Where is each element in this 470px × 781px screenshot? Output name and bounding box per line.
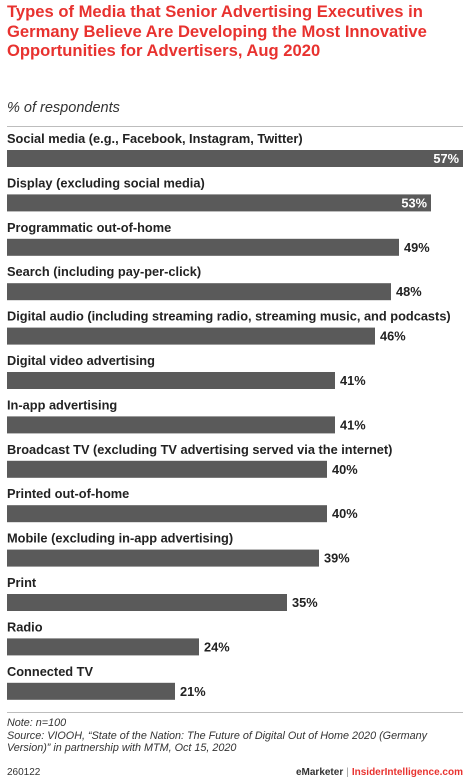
category-label: Broadcast TV (excluding TV advertising s…	[7, 442, 392, 457]
brand-footer: eMarketer | InsiderIntelligence.com	[296, 767, 463, 778]
bar-row: In-app advertising 41%	[7, 397, 366, 434]
category-label: Programmatic out-of-home	[7, 220, 171, 235]
category-label: Digital video advertising	[7, 353, 155, 368]
brand-separator: |	[346, 767, 349, 778]
category-label: Print	[7, 575, 37, 590]
chart-notes: Note: n=100 Source: VIOOH, “State of the…	[7, 717, 463, 755]
note-text: Note: n=100	[7, 717, 67, 729]
bar	[7, 194, 431, 212]
category-label: Radio	[7, 619, 43, 634]
bar	[7, 283, 391, 301]
bar-row: Print 35%	[7, 575, 318, 611]
bar-chart: Social media (e.g., Facebook, Instagram,…	[7, 131, 463, 700]
top-divider	[7, 126, 463, 127]
bar	[7, 505, 327, 523]
value-label: 35%	[292, 595, 318, 610]
bar-row: Social media (e.g., Facebook, Instagram,…	[7, 131, 463, 167]
bar	[7, 682, 175, 700]
bar-row: Printed out-of-home 40%	[7, 486, 358, 523]
value-label: 57%	[433, 151, 459, 166]
value-label: 49%	[404, 240, 430, 255]
bar-row: Display (excluding social media) 53%	[7, 175, 431, 212]
chart-title: Types of Media that Senior Advertising E…	[7, 2, 427, 60]
value-label: 46%	[380, 329, 406, 344]
bar-row: Broadcast TV (excluding TV advertising s…	[7, 442, 392, 478]
value-label: 41%	[340, 373, 366, 388]
category-label: In-app advertising	[7, 397, 117, 412]
bar	[7, 594, 287, 611]
bar-row: Digital audio (including streaming radio…	[7, 309, 451, 345]
bar-row: Search (including pay-per-click) 48%	[7, 264, 422, 301]
value-label: 53%	[401, 195, 427, 210]
bar-row: Radio 24%	[7, 619, 230, 656]
category-label: Mobile (excluding in-app advertising)	[7, 531, 233, 546]
category-label: Connected TV	[7, 664, 93, 679]
brand-emarketer: eMarketer	[295, 767, 344, 778]
value-label: 48%	[396, 284, 422, 299]
value-label: 24%	[204, 639, 230, 654]
bar-row: Connected TV 21%	[7, 664, 206, 700]
source-text: Source: VIOOH, “State of the Nation: The…	[7, 729, 428, 755]
category-label: Display (excluding social media)	[7, 175, 205, 190]
bar-row: Digital video advertising 41%	[7, 353, 366, 389]
brand-insider-intelligence: InsiderIntelligence.com	[351, 767, 463, 778]
bar	[7, 460, 327, 478]
bar	[7, 327, 375, 345]
bar	[7, 238, 399, 256]
chart-id: 260122	[7, 767, 41, 778]
value-label: 21%	[180, 684, 206, 699]
category-label: Social media (e.g., Facebook, Instagram,…	[7, 131, 303, 146]
value-label: 40%	[332, 506, 358, 521]
bar	[7, 638, 199, 656]
bar	[7, 372, 335, 389]
bar	[7, 416, 335, 434]
bar-row: Programmatic out-of-home 49%	[7, 220, 430, 256]
category-label: Search (including pay-per-click)	[7, 264, 201, 279]
value-label: 39%	[324, 551, 350, 566]
value-label: 40%	[332, 462, 358, 477]
bar-row: Mobile (excluding in-app advertising) 39%	[7, 531, 350, 567]
bar	[7, 150, 463, 167]
category-label: Digital audio (including streaming radio…	[7, 309, 451, 324]
bar	[7, 549, 319, 567]
value-label: 41%	[340, 417, 366, 432]
bottom-divider	[7, 712, 463, 713]
category-label: Printed out-of-home	[7, 486, 129, 501]
chart-subtitle: % of respondents	[7, 100, 120, 116]
